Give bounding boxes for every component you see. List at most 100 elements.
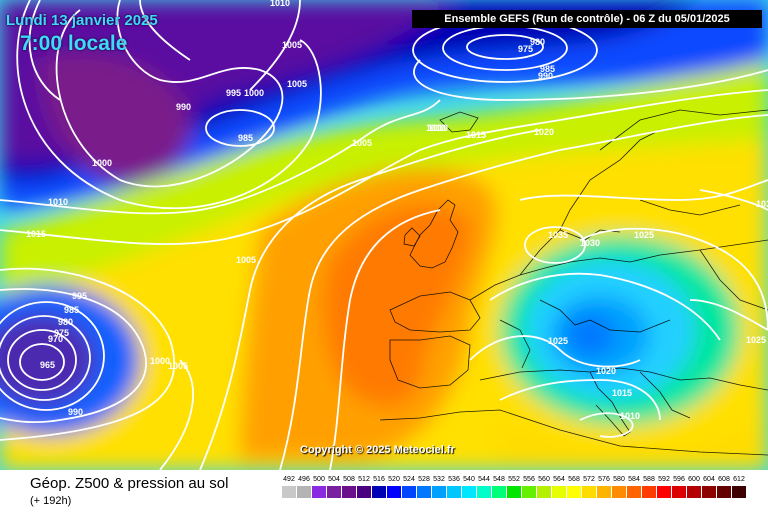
isobar-label: 1010 bbox=[428, 123, 448, 133]
isobar-label: 1005 bbox=[287, 79, 307, 89]
legend-value: 560 bbox=[538, 476, 550, 483]
legend-value: 600 bbox=[688, 476, 700, 483]
legend-value: 604 bbox=[703, 476, 715, 483]
legend-value: 564 bbox=[553, 476, 565, 483]
isobar-label: 1005 bbox=[168, 361, 188, 371]
isobar-label: 980 bbox=[530, 37, 545, 47]
legend-value: 536 bbox=[448, 476, 460, 483]
legend-value: 548 bbox=[493, 476, 505, 483]
legend-value: 504 bbox=[328, 476, 340, 483]
legend-swatch bbox=[342, 486, 356, 498]
legend-swatch bbox=[462, 486, 476, 498]
isobar-label: 1020 bbox=[534, 127, 554, 137]
legend-swatch bbox=[357, 486, 371, 498]
isobar-label: 1010 bbox=[620, 411, 640, 421]
isobar-label: 995 bbox=[72, 291, 87, 301]
legend-swatch bbox=[477, 486, 491, 498]
legend-value: 588 bbox=[643, 476, 655, 483]
model-run-info: Ensemble GEFS (Run de contrôle) - 06 Z d… bbox=[412, 10, 762, 28]
legend-value: 528 bbox=[418, 476, 430, 483]
legend-value: 608 bbox=[718, 476, 730, 483]
legend-swatch bbox=[627, 486, 641, 498]
isobar-label: 1030 bbox=[580, 238, 600, 248]
legend-swatch bbox=[702, 486, 716, 498]
isobar-label: 980 bbox=[58, 317, 73, 327]
legend-swatch bbox=[552, 486, 566, 498]
isobar-label: 1025 bbox=[634, 230, 654, 240]
isobar-label: 990 bbox=[68, 407, 83, 417]
isobar-label: 1000 bbox=[244, 88, 264, 98]
legend-value: 584 bbox=[628, 476, 640, 483]
isobar-label: 1005 bbox=[352, 138, 372, 148]
isobar-label: 1015 bbox=[26, 229, 46, 239]
legend-swatch bbox=[657, 486, 671, 498]
legend-value: 516 bbox=[373, 476, 385, 483]
legend-swatch bbox=[387, 486, 401, 498]
legend-value: 508 bbox=[343, 476, 355, 483]
isobar-label: 975 bbox=[54, 328, 69, 338]
legend-value: 496 bbox=[298, 476, 310, 483]
isobar-label: 1025 bbox=[746, 335, 766, 345]
legend-value: 576 bbox=[598, 476, 610, 483]
legend-swatch bbox=[567, 486, 581, 498]
legend-swatch bbox=[312, 486, 326, 498]
legend-swatch bbox=[717, 486, 731, 498]
legend-value: 568 bbox=[568, 476, 580, 483]
copyright-notice: Copyright © 2025 Meteociel.fr bbox=[300, 444, 455, 456]
legend-value: 596 bbox=[673, 476, 685, 483]
legend-swatch bbox=[507, 486, 521, 498]
isobar-label: 1010 bbox=[48, 197, 68, 207]
legend-swatch bbox=[522, 486, 536, 498]
legend-value: 544 bbox=[478, 476, 490, 483]
legend-swatch bbox=[672, 486, 686, 498]
legend-swatch bbox=[732, 486, 746, 498]
isobar-label: 1025 bbox=[548, 336, 568, 346]
legend-swatch bbox=[537, 486, 551, 498]
legend-swatch bbox=[372, 486, 386, 498]
isobar-label: 990 bbox=[176, 102, 191, 112]
isobar-label: 975 bbox=[518, 44, 533, 54]
isobar-label: 1000 bbox=[92, 158, 112, 168]
legend-value: 492 bbox=[283, 476, 295, 483]
isobar-label: 985 bbox=[540, 64, 555, 74]
legend-swatch bbox=[297, 486, 311, 498]
isobar-label: 985 bbox=[64, 305, 79, 315]
isobar-label: 970 bbox=[48, 334, 63, 344]
forecast-date: Lundi 13 janvier 2025 bbox=[6, 12, 158, 29]
isobars bbox=[0, 0, 768, 470]
legend-swatch bbox=[687, 486, 701, 498]
legend-swatch bbox=[642, 486, 656, 498]
isobar-label: 1015 bbox=[466, 130, 486, 140]
isobar-label: 1015 bbox=[466, 130, 486, 140]
legend-value: 532 bbox=[433, 476, 445, 483]
legend-value: 592 bbox=[658, 476, 670, 483]
isobar-label: 1015 bbox=[612, 388, 632, 398]
legend-swatch bbox=[432, 486, 446, 498]
isobar-label: 990 bbox=[538, 71, 553, 81]
chart-title: Géop. Z500 & pression au sol bbox=[30, 475, 229, 492]
isobar-label: 1010 bbox=[426, 123, 446, 133]
legend-swatch bbox=[282, 486, 296, 498]
legend-value: 520 bbox=[388, 476, 400, 483]
legend-value: 580 bbox=[613, 476, 625, 483]
isobar-label: 1020 bbox=[596, 366, 616, 376]
isobar-label: 1010 bbox=[270, 0, 290, 8]
legend-swatch bbox=[597, 486, 611, 498]
legend-value: 556 bbox=[523, 476, 535, 483]
legend-value: 500 bbox=[313, 476, 325, 483]
legend-swatch bbox=[327, 486, 341, 498]
isobar-label: 1005 bbox=[282, 40, 302, 50]
isobar-label: 1000 bbox=[150, 356, 170, 366]
legend-value: 572 bbox=[583, 476, 595, 483]
legend-swatch bbox=[402, 486, 416, 498]
isobar-label: 985 bbox=[238, 133, 253, 143]
coastlines bbox=[379, 109, 768, 456]
legend-value: 540 bbox=[463, 476, 475, 483]
isobar-label: 995 bbox=[226, 88, 241, 98]
forecast-lead-time: (+ 192h) bbox=[30, 495, 72, 507]
legend-value: 512 bbox=[358, 476, 370, 483]
isobar-label: 1005 bbox=[236, 255, 256, 265]
